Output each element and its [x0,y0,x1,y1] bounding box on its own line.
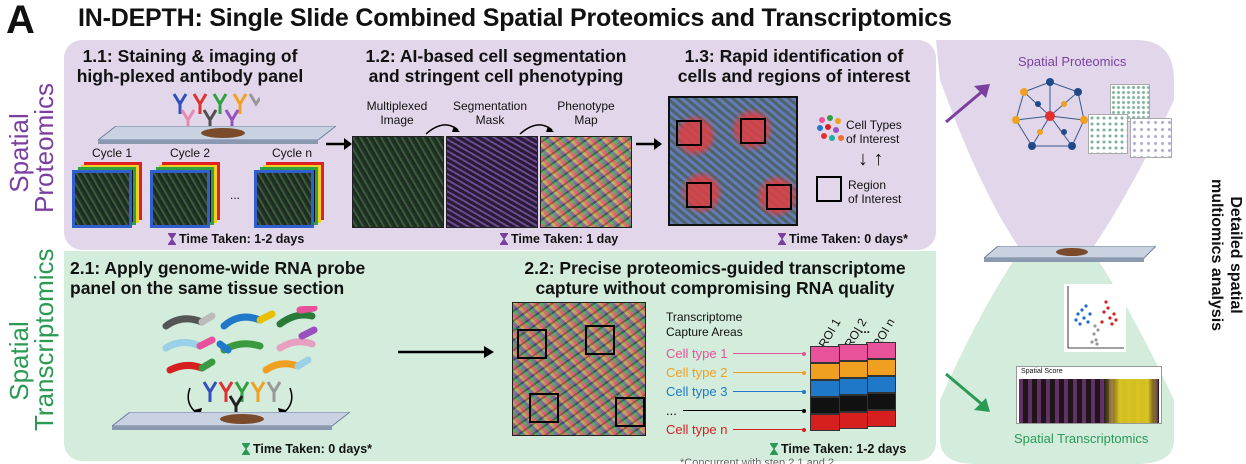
step-2-2-title: 2.2: Precise proteomics-guided transcrip… [524,258,906,298]
heatmap: Spatial Score [1016,366,1162,424]
hourglass-icon [770,443,778,455]
hourglass-icon [778,233,786,245]
segmentation-mask-image [446,136,538,228]
capture-legend: Cell type 1 Cell type 2 Cell type 3 ... … [666,344,806,439]
vertical-summary-label: Detailed spatial multiomics analysis [1208,178,1244,332]
cell-types-label: Cell Types of Interest [846,118,902,146]
time-step-1-2: Time Taken: 1 day [500,232,618,246]
heatmap-label: Spatial Score [1021,368,1063,375]
rna-probes-icon [162,306,318,374]
antibody-panel-icon [172,93,260,128]
footnote: *Concurrent with step 2.1 and 2 [680,457,835,464]
volcano-plot-icon [1064,284,1126,352]
green-arrow-icon [945,372,990,412]
right-top-label: Spatial Proteomics [1018,54,1127,69]
curved-arrow-icon [425,124,460,135]
purple-arrow-icon [945,84,990,124]
cycle-2-stack [150,162,222,228]
region-box-icon [816,176,842,202]
capture-blocks [810,342,920,438]
multiplexed-image [352,136,444,228]
phenotype-map-image [540,136,632,228]
arrow-icon [398,346,494,358]
transcriptomics-side-label: Spatial Transcriptomics [4,248,59,431]
capture-row: Cell type 2 [666,363,806,382]
capture-areas-title: Transcriptome Capture Areas [666,310,743,339]
glass-slide-icon [984,246,1156,262]
time-step-2-2: Time Taken: 1-2 days [770,442,906,456]
right-bottom-label: Spatial Transcriptomics [1014,431,1149,446]
step-1-1-title: 1.1: Staining & imaging of high-plexed an… [76,46,304,86]
capture-tissue-image [512,302,646,436]
capture-row: Cell type 3 [666,382,806,401]
glass-slide-icon [98,126,336,144]
cycle-ellipsis: ... [229,188,240,202]
figure-title: IN-DEPTH: Single Slide Combined Spatial … [78,4,952,32]
capture-row: ... [666,401,806,420]
network-icon [1012,78,1088,150]
proteomics-side-label: Spatial Proteomics [4,82,59,213]
time-step-1-1: Time Taken: 1-2 days [168,232,304,246]
capture-row: Cell type 1 [666,344,806,363]
cycle-n-stack [254,162,326,228]
curved-arrow-icon [519,124,554,135]
roi-dots: ... [860,322,871,336]
hourglass-icon [500,233,508,245]
hourglass-icon [168,233,176,245]
roi-map-image [668,96,798,226]
step-1-2-title: 1.2: AI-based cell segmentation and strin… [365,46,627,86]
spatial-plot-thumbnails [1088,84,1174,164]
up-down-arrows: ↓ ↑ [858,148,884,170]
cycle-n-label: Cycle n [271,146,312,160]
step-1-3-title: 1.3: Rapid identification of cells and re… [677,46,911,86]
hourglass-icon [242,443,250,455]
arrow-icon [326,138,352,150]
panel-letter: A [6,0,35,42]
cycle-1-label: Cycle 1 [91,146,132,160]
phenotype-map-label: Phenotype Map [557,99,615,127]
arrow-icon [636,138,662,150]
time-step-1-3: Time Taken: 0 days* [778,232,908,246]
time-step-2-1: Time Taken: 0 days* [242,442,372,456]
region-label: Region of Interest [848,178,902,206]
cycle-2-label: Cycle 2 [169,146,210,160]
multiplexed-image-label: Multiplexed Image [366,99,428,127]
segmentation-mask-label: Segmentation Mask [452,99,528,127]
glass-slide-icon [112,412,350,430]
cycle-1-stack [72,162,144,228]
cell-types-dots-icon [817,115,844,141]
step-2-1-title: 2.1: Apply genome-wide RNA probe panel on… [70,258,366,298]
capture-row: Cell type n [666,420,806,439]
